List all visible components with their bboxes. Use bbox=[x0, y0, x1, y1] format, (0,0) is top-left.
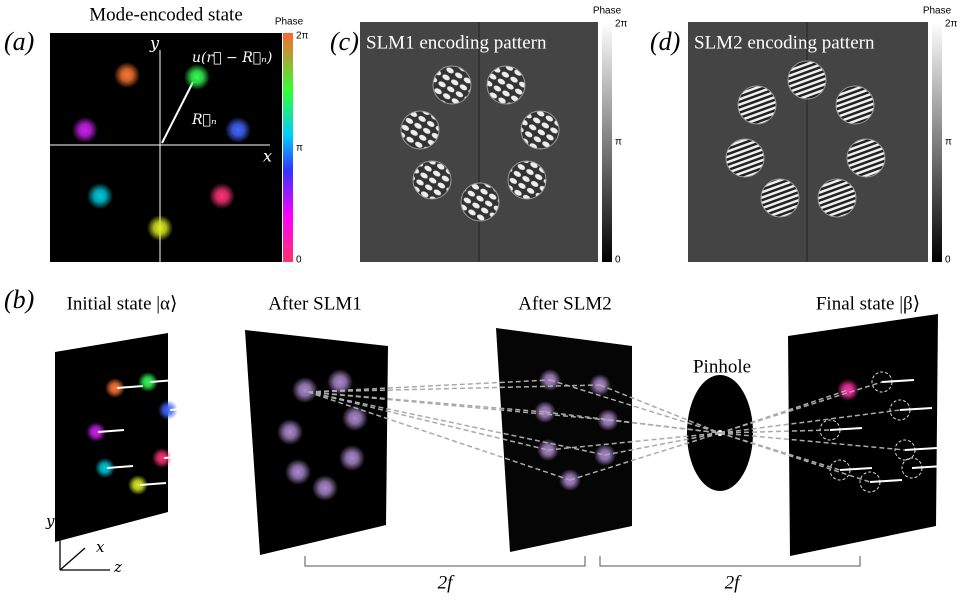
colorbar-tick: π bbox=[945, 137, 952, 148]
panel-label: (c) bbox=[330, 27, 359, 56]
phase-mask bbox=[738, 86, 776, 124]
panel-label: (d) bbox=[650, 27, 680, 56]
scrambled-spot bbox=[312, 475, 338, 501]
colorbar bbox=[932, 22, 942, 262]
colorbar-tick: π bbox=[615, 137, 622, 148]
phase-mask bbox=[487, 66, 525, 104]
panel-label: (a) bbox=[4, 27, 34, 56]
stage-label: Final state |β⟩ bbox=[816, 293, 920, 314]
phase-mask bbox=[726, 139, 764, 177]
colorbar-tick: 2π bbox=[615, 19, 628, 30]
scrambled-spot bbox=[277, 419, 303, 445]
slm-pattern bbox=[688, 22, 928, 262]
mode-spot bbox=[114, 62, 140, 88]
screen bbox=[245, 330, 388, 555]
mode-spot bbox=[147, 215, 173, 241]
phase-mask bbox=[847, 139, 885, 177]
screen bbox=[55, 333, 168, 542]
mode-spot bbox=[87, 183, 113, 209]
mode-spot bbox=[184, 64, 210, 90]
stage-label: After SLM1 bbox=[268, 293, 361, 314]
colorbar-tick: π bbox=[296, 143, 303, 154]
colorbar bbox=[602, 22, 612, 262]
axis-label: y bbox=[45, 512, 55, 530]
scrambled-spot bbox=[342, 405, 368, 431]
colorbar-tick: 0 bbox=[296, 255, 302, 266]
mode-spot bbox=[209, 183, 235, 209]
colorbar-title: Phase bbox=[593, 6, 622, 17]
axis-label: y bbox=[149, 34, 160, 53]
colorbar-tick: 2π bbox=[945, 19, 958, 30]
mode-spot bbox=[225, 117, 251, 143]
phase-mask bbox=[508, 161, 546, 199]
stage-label: Initial state |α⟩ bbox=[67, 293, 178, 314]
phase-mask bbox=[818, 179, 856, 217]
colorbar-title: Phase bbox=[923, 6, 952, 17]
vector-label: R⃗ₙ bbox=[191, 112, 217, 128]
stage-label: After SLM2 bbox=[518, 293, 611, 314]
colorbar-title: Phase bbox=[275, 17, 304, 28]
screen bbox=[788, 314, 938, 556]
panel-label: (b) bbox=[4, 285, 34, 314]
distance-label: 2f bbox=[725, 572, 743, 593]
scrambled-spot bbox=[285, 459, 311, 485]
colorbar-tick: 2π bbox=[296, 31, 309, 42]
axis-label: z bbox=[113, 558, 122, 576]
colorbar bbox=[283, 33, 293, 262]
panel-title: Mode-encoded state bbox=[89, 4, 243, 25]
phase-mask bbox=[521, 111, 559, 149]
distance-label: 2f bbox=[438, 572, 456, 593]
screen bbox=[496, 328, 632, 552]
distance-bracket bbox=[600, 556, 860, 566]
phase-mask bbox=[788, 61, 826, 99]
axis-label: x bbox=[263, 147, 272, 166]
phase-mask bbox=[761, 179, 799, 217]
scrambled-spot bbox=[339, 445, 365, 471]
colorbar-tick: 0 bbox=[615, 255, 621, 266]
distance-bracket bbox=[305, 556, 585, 566]
figure: (a) Mode-encoded state y x u(r⃗ − R⃗ₙ) R… bbox=[0, 0, 965, 602]
phase-mask bbox=[461, 183, 499, 221]
pinhole-label: Pinhole bbox=[693, 356, 751, 377]
mode-spot bbox=[837, 379, 859, 401]
axis-label: x bbox=[96, 538, 105, 556]
scrambled-spot bbox=[292, 377, 318, 403]
mode-spot bbox=[72, 117, 98, 143]
colorbar-tick: 0 bbox=[945, 255, 951, 266]
panel-title: SLM1 encoding pattern bbox=[366, 32, 547, 53]
phase-mask bbox=[433, 66, 471, 104]
phase-mask bbox=[413, 161, 451, 199]
panel-title: SLM2 encoding pattern bbox=[694, 32, 875, 53]
phase-mask bbox=[836, 86, 874, 124]
phase-mask bbox=[401, 111, 439, 149]
mode-label: u(r⃗ − R⃗ₙ) bbox=[192, 50, 272, 66]
